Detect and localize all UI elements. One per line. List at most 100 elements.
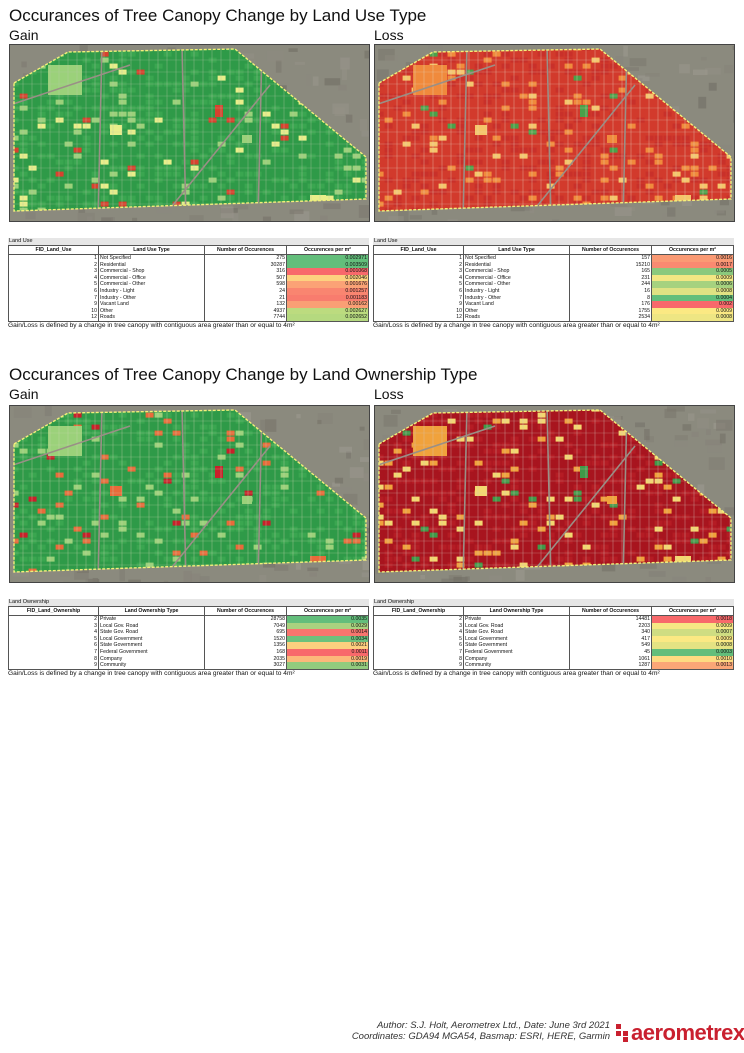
parcel: [537, 195, 546, 201]
map-land-ownership-loss[interactable]: [374, 405, 735, 583]
parcel: [402, 87, 411, 93]
parcel: [528, 424, 537, 430]
parcel: [208, 544, 217, 550]
parcel: [280, 123, 289, 129]
parcel: [492, 75, 501, 81]
basemap-tile: [639, 562, 657, 569]
parcel: [154, 496, 163, 502]
parcel: [136, 544, 145, 550]
basemap-tile: [674, 440, 688, 448]
parcel: [118, 123, 127, 129]
parcel: [307, 532, 316, 538]
parcel: [109, 448, 118, 454]
parcel: [172, 460, 181, 466]
parcel: [262, 520, 271, 526]
parcel: [82, 147, 91, 153]
parcel: [136, 147, 145, 153]
parcel: [438, 111, 447, 117]
parcel: [181, 496, 190, 502]
parcel: [379, 147, 384, 153]
parcel: [154, 87, 163, 93]
basemap-tile: [705, 439, 722, 446]
parcel: [465, 63, 474, 69]
parcel: [591, 99, 600, 105]
parcel: [73, 496, 82, 502]
table-row: 7 Industry - Other 21 0.001183: [8, 294, 369, 302]
parcel: [226, 63, 235, 69]
parcel: [208, 87, 217, 93]
parcel: [217, 508, 226, 514]
parcel: [555, 195, 564, 201]
basemap-tile: [645, 73, 660, 77]
parcel: [420, 123, 429, 129]
parcel: [55, 496, 64, 502]
basemap-tile: [317, 413, 333, 424]
parcel: [501, 147, 510, 153]
map-land-use-gain[interactable]: [9, 44, 370, 222]
parcel: [582, 135, 591, 141]
parcel-block: [110, 125, 122, 135]
parcel: [91, 496, 100, 502]
parcel: [253, 484, 262, 490]
parcel: [46, 111, 55, 117]
parcel: [235, 424, 244, 430]
parcel: [537, 135, 546, 141]
map-land-ownership-gain[interactable]: [9, 405, 370, 583]
basemap-tile: [431, 207, 438, 215]
parcel: [100, 472, 109, 478]
parcel: [636, 195, 645, 201]
basemap-tile: [220, 206, 234, 219]
parcel: [154, 532, 163, 538]
map-land-use-loss[interactable]: [374, 44, 735, 222]
parcel: [46, 484, 55, 490]
parcel: [136, 159, 145, 165]
parcel: [609, 87, 618, 93]
parcel: [154, 171, 163, 177]
parcel: [483, 111, 492, 117]
basemap-tile: [359, 426, 365, 431]
basemap-tile: [132, 217, 138, 221]
parcel: [163, 63, 172, 69]
parcel: [73, 171, 82, 177]
parcel: [37, 183, 46, 189]
parcel: [663, 147, 672, 153]
parcel: [564, 410, 573, 412]
parcel: [199, 532, 208, 538]
parcel: [582, 410, 591, 412]
basemap-tile: [361, 130, 369, 137]
cell-type: Residential: [465, 261, 491, 268]
parcel: [645, 183, 654, 189]
parcel: [163, 520, 172, 526]
parcel: [73, 183, 82, 189]
parcel: [600, 436, 609, 442]
parcel: [627, 159, 636, 165]
parcel: [582, 63, 591, 69]
parcel: [136, 436, 145, 442]
parcel: [483, 171, 492, 177]
parcel: [14, 544, 19, 550]
parcel: [420, 460, 429, 466]
parcel: [208, 111, 217, 117]
parcel: [145, 87, 154, 93]
parcel: [384, 87, 393, 93]
parcel: [393, 75, 402, 81]
parcel: [109, 87, 118, 93]
parcel: [145, 496, 154, 502]
parcel: [528, 99, 537, 105]
parcel: [190, 99, 199, 105]
parcel: [82, 472, 91, 478]
parcel: [564, 75, 573, 81]
parcel: [127, 99, 136, 105]
parcel: [582, 147, 591, 153]
cell-type: Commercial - Office: [100, 274, 146, 281]
parcel: [591, 472, 600, 478]
parcel: [136, 424, 145, 430]
parcel: [325, 171, 334, 177]
parcel: [573, 436, 582, 442]
basemap-tile: [646, 436, 654, 443]
parcel: [271, 135, 280, 141]
parcel: [298, 544, 307, 550]
parcel: [528, 111, 537, 117]
parcel: [271, 159, 280, 165]
basemap-tile: [732, 45, 734, 50]
